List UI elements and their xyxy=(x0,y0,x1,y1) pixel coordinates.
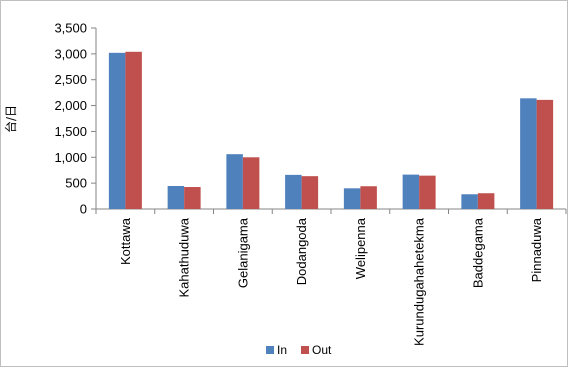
x-tick-label: Kahathuduwa xyxy=(177,217,192,297)
y-tick-label: 1,500 xyxy=(54,124,87,139)
y-tick-label: 0 xyxy=(80,202,87,217)
bar-out-dodangoda xyxy=(301,176,319,209)
bar-out-kahathuduwa xyxy=(184,187,201,209)
bar-out-gelanigama xyxy=(242,157,260,209)
y-tick-label: 2,000 xyxy=(54,98,87,113)
x-tick-label: Pinnaduwa xyxy=(529,217,544,282)
bar-in-dodangoda xyxy=(285,174,302,209)
legend-swatch-in xyxy=(266,346,274,354)
bars xyxy=(108,51,554,209)
bar-in-pinnaduwa xyxy=(520,98,537,209)
bar-out-kottawa xyxy=(125,51,142,209)
y-axis-label: 台/日 xyxy=(3,105,18,133)
y-tick-label: 3,000 xyxy=(54,46,87,61)
legend-swatch-out xyxy=(301,346,309,354)
x-tick-label: Welipenna xyxy=(353,217,368,279)
legend: In Out xyxy=(266,343,332,357)
x-tick-label: Kottawa xyxy=(118,217,133,265)
x-tick-label: Kurundugahahetekma xyxy=(412,217,427,346)
bar-in-baddegama xyxy=(461,194,478,209)
legend-label-out: Out xyxy=(312,343,332,357)
x-tick-label: Dodangoda xyxy=(294,217,309,285)
bar-in-welipenna xyxy=(343,188,361,209)
bar-out-welipenna xyxy=(360,186,377,209)
bar-in-kottawa xyxy=(108,52,126,209)
x-tick-label: Gelanigama xyxy=(235,217,250,288)
y-axis: 0 500 1,000 1,500 2,000 2,500 3,000 3,500 xyxy=(54,21,97,217)
bar-out-kurundugahahetekma xyxy=(419,175,436,209)
y-tick-label: 500 xyxy=(65,176,87,191)
bar-in-kahathuduwa xyxy=(167,185,185,209)
bar-out-pinnaduwa xyxy=(536,99,554,209)
bar-in-kurundugahahetekma xyxy=(402,174,420,209)
bar-in-gelanigama xyxy=(226,154,243,209)
y-tick-label: 1,000 xyxy=(54,150,87,165)
x-tick-label: Baddegama xyxy=(470,217,485,288)
bar-out-baddegama xyxy=(477,193,495,209)
legend-label-in: In xyxy=(277,343,287,357)
y-tick-label: 3,500 xyxy=(54,21,87,36)
y-tick-label: 2,500 xyxy=(54,72,87,87)
x-axis: Kottawa Kahathuduwa Gelanigama Dodangoda Wel… xyxy=(95,208,567,346)
